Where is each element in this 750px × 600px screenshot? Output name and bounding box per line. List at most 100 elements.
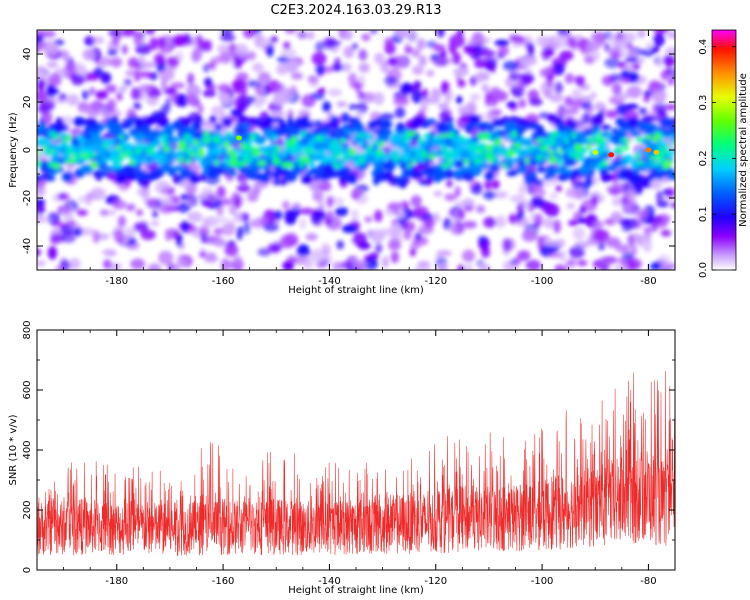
spectrogram-cell xyxy=(257,248,272,257)
spectrogram-cell xyxy=(484,180,492,190)
spectrogram-cell xyxy=(660,229,672,237)
spectrogram-cell xyxy=(283,41,291,50)
spectrogram-cell xyxy=(199,39,212,49)
spectrogram-cell xyxy=(566,202,575,210)
spectrogram-cell xyxy=(157,148,165,156)
spectrogram-cell xyxy=(626,50,638,57)
spectrogram-cell xyxy=(452,169,465,178)
spectrogram-cell xyxy=(553,219,561,234)
spectrogram-cell xyxy=(591,124,600,133)
spectrogram-cell xyxy=(60,132,68,139)
spectrogram-cell xyxy=(174,120,182,129)
spectrogram-cell xyxy=(398,218,408,230)
spectrogram-cell xyxy=(369,30,378,35)
spectrogram-cell xyxy=(249,133,256,141)
spectrogram-cell xyxy=(407,131,417,137)
y-tick-label: -20 xyxy=(22,190,33,206)
spectrogram-cell xyxy=(600,160,609,168)
spectrogram-cell xyxy=(345,124,356,130)
y-tick-label: 40 xyxy=(22,48,33,61)
spectrogram-cell xyxy=(213,238,227,248)
spectrogram-cell xyxy=(414,265,429,270)
spectrogram-cell xyxy=(122,30,136,37)
spectrogram-cell xyxy=(363,258,378,270)
spectrogram-cell xyxy=(615,132,628,139)
spectrogram-cell xyxy=(374,52,385,65)
spectrogram-cell xyxy=(140,229,156,240)
spectrogram-cell xyxy=(201,155,215,165)
spectrogram-cell xyxy=(284,30,297,34)
spectrogram-cell xyxy=(387,202,402,212)
spectrogram-cell xyxy=(521,229,538,242)
spectrogram-cell xyxy=(114,162,123,169)
spectrogram-cell xyxy=(223,141,231,148)
spectrogram-cell xyxy=(608,186,622,196)
spectrogram-cell xyxy=(525,157,530,165)
spectrogram-cell xyxy=(616,147,622,154)
spectrogram-cell xyxy=(299,131,307,137)
spectrogram-cell xyxy=(299,207,314,215)
spectrogram-cell xyxy=(288,161,293,169)
spectrogram-cell xyxy=(236,102,247,113)
spectrogram-cell xyxy=(357,132,365,139)
spectrogram-cell xyxy=(49,148,54,156)
spectrogram-cell xyxy=(423,217,435,229)
spectrogram-cell xyxy=(138,56,146,63)
spectrogram-cell xyxy=(506,101,517,109)
spectrogram-cell xyxy=(483,132,493,141)
spectrogram-cell xyxy=(441,149,453,161)
spectrogram-cell xyxy=(357,140,365,147)
spectrogram-cell xyxy=(450,146,461,158)
spectrogram-cell xyxy=(390,251,400,264)
spectrogram-cell xyxy=(602,256,618,264)
y-tick-label: 0 xyxy=(22,147,33,153)
spectrogram-cell xyxy=(480,153,486,157)
spectrogram-cell xyxy=(286,255,298,265)
spectrogram-cell xyxy=(297,32,309,39)
spectrogram-cell xyxy=(255,137,265,145)
spectrogram-cell xyxy=(313,142,327,150)
spectrogram-cell xyxy=(249,189,258,202)
spectrogram-cell xyxy=(666,30,675,39)
spectrogram-cell xyxy=(597,241,606,251)
spectrogram-cell xyxy=(227,161,235,166)
spectrogram-cell xyxy=(177,202,191,213)
snr-series-line xyxy=(37,370,675,556)
y-tick-label: -40 xyxy=(22,238,33,254)
spectrogram-x-label: Height of straight line (km) xyxy=(288,285,424,296)
spectrogram-cell xyxy=(516,165,529,174)
y-tick-label: 600 xyxy=(22,380,33,399)
spectrogram-cell xyxy=(230,153,238,159)
spectrogram-cell xyxy=(456,95,463,105)
spectrogram-cell xyxy=(37,174,44,182)
spectrogram-cell xyxy=(214,55,221,65)
spectrogram-cell xyxy=(187,211,203,223)
spectrogram-cell xyxy=(90,187,106,201)
spectrogram-cell xyxy=(489,163,500,173)
spectrogram-cell xyxy=(464,123,476,131)
spectrogram-cell xyxy=(270,110,286,118)
spectrogram-cell xyxy=(37,202,45,215)
spectrogram-cell xyxy=(206,252,217,259)
spectrogram-cell xyxy=(477,163,491,170)
spectrogram-cell xyxy=(142,119,156,126)
spectrogram-cell xyxy=(343,46,355,59)
spectrogram-cell xyxy=(503,260,519,270)
spectrogram-cell xyxy=(133,102,142,110)
spectrogram-cell xyxy=(163,87,177,95)
y-tick-label: 20 xyxy=(22,96,33,109)
spectrogram-cell xyxy=(473,157,483,165)
spectrogram-cell xyxy=(600,172,613,183)
spectrogram-cell xyxy=(624,103,639,110)
spectrogram-cell xyxy=(207,62,215,69)
spectrogram-cell xyxy=(372,92,385,105)
chart-title: C2E3.2024.163.03.29.R13 xyxy=(270,3,441,18)
spectrogram-cell xyxy=(667,78,675,86)
spectrogram-cell xyxy=(597,146,603,153)
spectrogram-cell xyxy=(220,92,232,105)
colorbar-label: Normalized spectral amplitude xyxy=(738,73,749,227)
spectrogram-cell xyxy=(125,69,137,77)
spectrogram-cell xyxy=(619,77,632,84)
spectrogram-cell xyxy=(424,178,432,186)
spectrogram-cell xyxy=(337,167,349,179)
